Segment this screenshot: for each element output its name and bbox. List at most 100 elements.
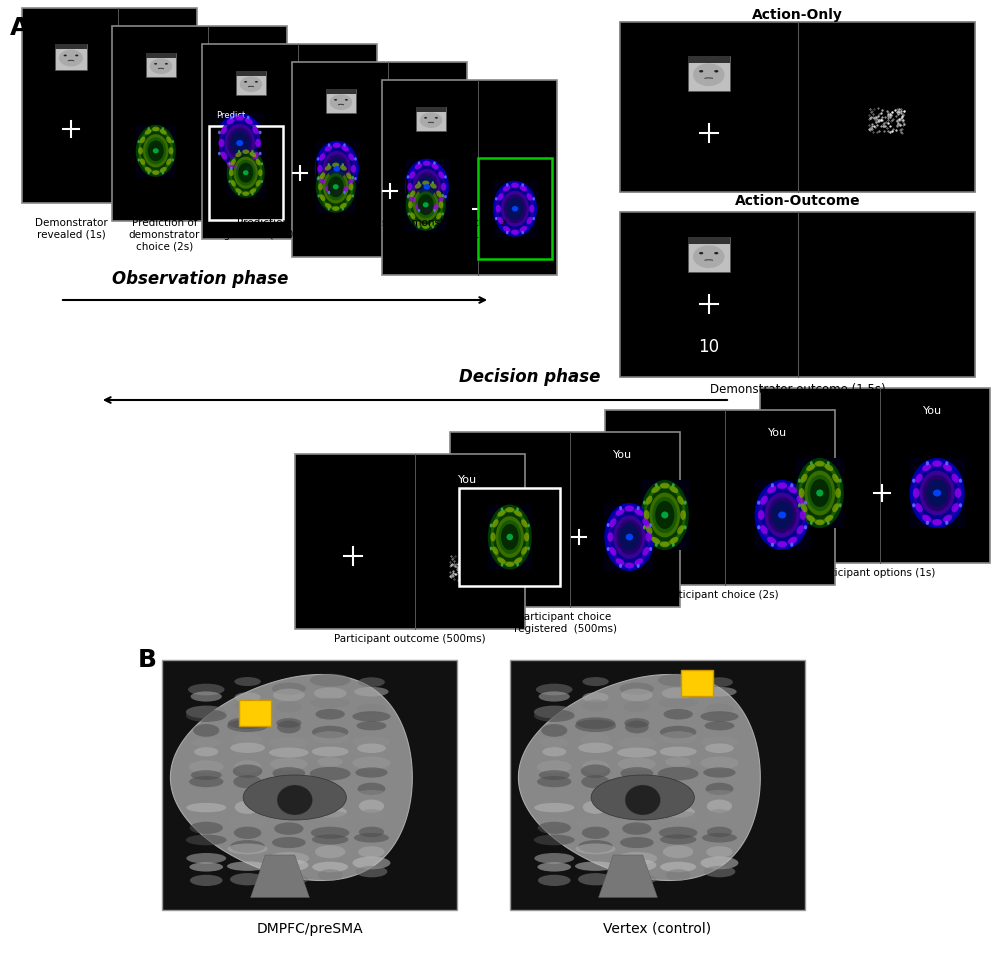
Text: Participant choice (2s): Participant choice (2s) — [662, 590, 778, 600]
Ellipse shape — [655, 542, 658, 547]
Ellipse shape — [910, 458, 965, 528]
Ellipse shape — [498, 188, 532, 230]
Ellipse shape — [413, 188, 439, 221]
Ellipse shape — [252, 126, 259, 134]
Ellipse shape — [945, 461, 948, 466]
Ellipse shape — [649, 523, 652, 527]
Ellipse shape — [655, 501, 674, 529]
Ellipse shape — [312, 834, 348, 845]
Ellipse shape — [407, 162, 446, 212]
Ellipse shape — [607, 507, 651, 567]
Ellipse shape — [583, 693, 609, 702]
Ellipse shape — [318, 164, 353, 210]
Ellipse shape — [318, 194, 320, 197]
Ellipse shape — [835, 488, 841, 498]
Ellipse shape — [625, 720, 649, 734]
Ellipse shape — [194, 747, 218, 757]
Ellipse shape — [663, 709, 693, 719]
Ellipse shape — [527, 546, 530, 551]
Ellipse shape — [755, 480, 810, 550]
Ellipse shape — [617, 737, 657, 748]
Ellipse shape — [623, 807, 651, 818]
Ellipse shape — [536, 684, 573, 696]
Ellipse shape — [238, 163, 253, 183]
Ellipse shape — [433, 209, 436, 213]
Text: Predict: Predict — [216, 111, 246, 120]
Ellipse shape — [707, 800, 732, 812]
Ellipse shape — [684, 501, 687, 505]
Ellipse shape — [422, 180, 429, 185]
Bar — [55, 44, 87, 49]
Ellipse shape — [165, 63, 168, 64]
Ellipse shape — [408, 194, 410, 197]
Ellipse shape — [341, 186, 349, 193]
Ellipse shape — [348, 153, 354, 161]
Ellipse shape — [320, 148, 353, 190]
Ellipse shape — [926, 520, 929, 525]
Ellipse shape — [801, 474, 807, 483]
Ellipse shape — [521, 183, 524, 187]
Ellipse shape — [701, 737, 738, 747]
Ellipse shape — [624, 701, 650, 713]
Polygon shape — [170, 674, 412, 880]
Ellipse shape — [539, 770, 570, 780]
Ellipse shape — [922, 514, 931, 522]
Ellipse shape — [415, 172, 438, 201]
Ellipse shape — [192, 738, 221, 747]
Ellipse shape — [423, 202, 429, 207]
Ellipse shape — [320, 172, 325, 179]
Ellipse shape — [767, 536, 776, 544]
Ellipse shape — [758, 510, 765, 520]
Ellipse shape — [251, 150, 254, 153]
Ellipse shape — [438, 171, 444, 179]
Ellipse shape — [490, 509, 529, 565]
Ellipse shape — [238, 150, 240, 153]
Ellipse shape — [582, 827, 609, 839]
Ellipse shape — [143, 134, 169, 168]
Ellipse shape — [932, 460, 942, 467]
Text: Delay (500ms): Delay (500ms) — [315, 218, 391, 228]
Ellipse shape — [356, 721, 386, 730]
Ellipse shape — [492, 546, 499, 555]
Ellipse shape — [315, 141, 359, 196]
Ellipse shape — [511, 183, 519, 188]
Bar — [236, 71, 266, 76]
Ellipse shape — [798, 503, 801, 508]
Ellipse shape — [507, 534, 513, 540]
Ellipse shape — [318, 183, 323, 191]
Ellipse shape — [431, 164, 439, 170]
Ellipse shape — [955, 488, 961, 498]
Ellipse shape — [624, 778, 650, 789]
Ellipse shape — [255, 81, 258, 82]
Ellipse shape — [933, 490, 941, 496]
Bar — [239, 700, 271, 726]
Ellipse shape — [270, 758, 308, 771]
Ellipse shape — [660, 726, 696, 739]
Ellipse shape — [356, 866, 387, 878]
Ellipse shape — [352, 176, 354, 179]
Ellipse shape — [661, 512, 668, 518]
Ellipse shape — [504, 194, 526, 223]
Ellipse shape — [317, 144, 356, 194]
Ellipse shape — [358, 846, 385, 857]
Ellipse shape — [915, 503, 923, 513]
Ellipse shape — [408, 182, 443, 228]
Ellipse shape — [250, 189, 256, 194]
Ellipse shape — [677, 496, 684, 505]
Ellipse shape — [349, 183, 353, 191]
Ellipse shape — [231, 159, 236, 166]
Ellipse shape — [245, 162, 253, 168]
Ellipse shape — [431, 204, 439, 210]
Ellipse shape — [496, 184, 534, 234]
Ellipse shape — [702, 790, 737, 800]
Ellipse shape — [328, 176, 344, 197]
Ellipse shape — [273, 689, 305, 701]
Ellipse shape — [310, 697, 350, 708]
Ellipse shape — [488, 505, 532, 569]
Ellipse shape — [619, 564, 622, 568]
Ellipse shape — [357, 703, 386, 715]
Text: B: B — [138, 648, 157, 672]
Ellipse shape — [259, 130, 262, 134]
Ellipse shape — [610, 512, 648, 563]
Ellipse shape — [672, 542, 675, 547]
